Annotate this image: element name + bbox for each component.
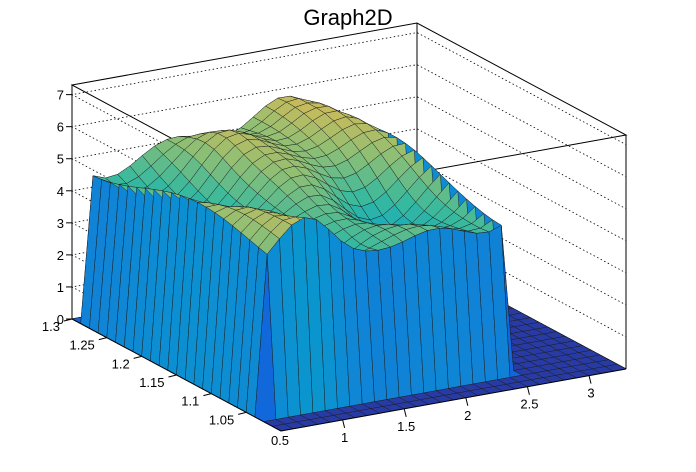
x-tick-label: 3 <box>587 386 594 401</box>
z-grid-line <box>70 64 627 240</box>
y-tick-label: 1.25 <box>69 338 94 353</box>
y-tick-mark <box>203 393 212 397</box>
y-tick-mark <box>133 355 142 359</box>
x-tick-mark <box>403 408 407 417</box>
y-tick-label: 1.05 <box>209 412 234 427</box>
z-tick-label: 6 <box>57 120 64 135</box>
axes <box>63 85 627 432</box>
z-grid-line <box>70 32 627 207</box>
y-tick-mark <box>98 337 107 341</box>
y-tick-mark <box>168 374 177 378</box>
x-tick-label-min: 0.5 <box>271 433 289 448</box>
surface-mesh <box>71 95 627 432</box>
y-tick-label: 1.3 <box>42 319 60 334</box>
y-tick-mark <box>238 411 247 415</box>
z-tick-label: 3 <box>57 216 64 231</box>
z-tick-label: 7 <box>57 88 64 103</box>
y-tick-label: 1.15 <box>139 375 164 390</box>
z-tick-label: 1 <box>57 280 64 295</box>
x-tick-mark <box>588 375 592 384</box>
x-tick-label: 2.5 <box>520 397 538 412</box>
z-tick-label: 5 <box>57 152 64 167</box>
x-tick-label: 1.5 <box>397 419 415 434</box>
x-tick-mark <box>526 386 530 395</box>
chart-title: Graph2D <box>303 5 392 30</box>
x-tick-mark <box>465 397 469 406</box>
x-tick-label: 2 <box>464 408 471 423</box>
z-tick-label: 2 <box>57 248 64 263</box>
y-tick-label: 1.1 <box>181 394 199 409</box>
x-axis-line <box>280 368 627 432</box>
y-tick-label: 1.2 <box>112 356 130 371</box>
x-tick-label: 1 <box>341 430 348 445</box>
tick-labels: 1 1.5 2 2.5 3 0.5 1.05 1.1 1.15 1.2 1.25 1.30 1 2 3 4 5 6… <box>42 88 595 448</box>
z-tick-label: 4 <box>57 184 64 199</box>
x-tick-mark <box>342 419 346 429</box>
z-tick-label: 0 <box>57 312 64 327</box>
